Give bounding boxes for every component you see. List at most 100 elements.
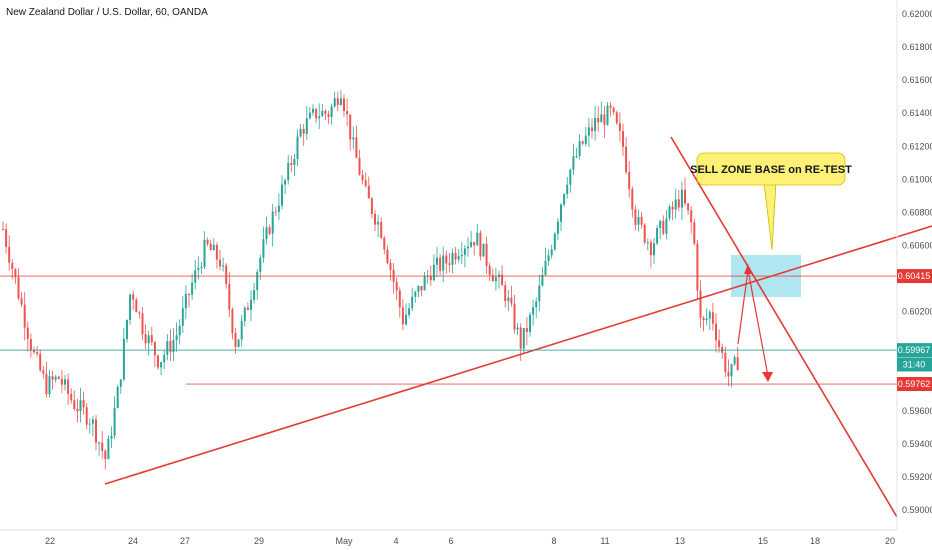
candle-body	[367, 185, 370, 199]
candle-body	[535, 301, 538, 308]
candle-body	[246, 307, 249, 310]
y-tick-label: 0.61000	[902, 174, 932, 184]
candle-body	[628, 172, 631, 190]
x-tick-label: 15	[758, 536, 768, 546]
sell-zone-callout[interactable]: SELL ZONE BASE on RE-TEST	[690, 152, 852, 251]
price-tag-label: 0.59762	[898, 379, 931, 389]
candle-body	[144, 334, 147, 344]
arrow-head-up	[744, 264, 752, 274]
y-axis[interactable]: 0.62000 0.61800 0.61600 0.61400 0.61200 0.610…	[902, 9, 932, 515]
y-tick-label: 0.62000	[902, 9, 932, 19]
candle-body	[287, 162, 290, 181]
candle-body	[79, 400, 82, 412]
candle-body	[615, 112, 618, 124]
candle-body	[370, 198, 373, 214]
candle-body	[228, 284, 231, 310]
candle-body	[296, 136, 299, 160]
candle-body	[454, 253, 457, 260]
candle-body	[175, 335, 178, 341]
candle-body	[448, 263, 451, 265]
candle-body	[708, 312, 711, 319]
candle-body	[256, 271, 259, 291]
candle-body	[284, 180, 287, 185]
candle-body	[355, 137, 358, 158]
candle-body	[33, 350, 35, 353]
y-tick-label: 0.61200	[902, 141, 932, 151]
x-axis[interactable]: 22 24 27 29 May 4 6 8 11 13 15 18 20	[45, 536, 895, 546]
candle-body	[60, 378, 63, 385]
candle-body	[181, 308, 184, 326]
candle-body	[212, 244, 215, 251]
candle-body	[674, 199, 677, 210]
candle-body	[705, 318, 708, 321]
candle-body	[516, 327, 519, 330]
candle-body	[346, 111, 349, 115]
candle-body	[95, 419, 97, 443]
candle-body	[160, 362, 163, 368]
x-tick-label: 29	[254, 536, 264, 546]
candle-body	[240, 321, 243, 340]
candle-body	[172, 340, 175, 353]
candle-body	[693, 222, 696, 244]
candle-body	[91, 419, 94, 424]
candle-body	[206, 239, 209, 244]
y-tick-label: 0.59600	[902, 406, 932, 416]
candle-body	[625, 146, 628, 173]
candle-body	[274, 211, 277, 213]
candle-body	[5, 229, 8, 247]
candle-body	[57, 376, 60, 379]
candle-body	[485, 243, 488, 266]
candle-body	[259, 257, 262, 272]
candle-body	[129, 294, 132, 320]
y-tick-label: 0.61600	[902, 75, 932, 85]
candle-body	[200, 267, 203, 269]
candle-body	[479, 232, 482, 257]
candle-body	[85, 407, 88, 425]
candle-body	[268, 227, 271, 234]
candle-body	[553, 233, 556, 250]
candle-body	[333, 98, 336, 107]
candle-body	[578, 141, 581, 157]
candle-body	[671, 206, 674, 210]
candle-body	[563, 194, 566, 205]
y-tick-label: 0.61400	[902, 108, 932, 118]
candle-body	[135, 299, 138, 313]
candle-body	[445, 255, 448, 264]
candle-body	[299, 128, 302, 137]
candle-body	[188, 293, 190, 295]
candle-body	[482, 243, 485, 257]
candle-body	[153, 342, 156, 356]
candle-body	[389, 263, 392, 270]
candle-body	[29, 338, 32, 351]
candle-body	[250, 299, 252, 310]
candle-body	[525, 328, 528, 333]
candle-body	[510, 297, 513, 304]
candle-body	[609, 105, 612, 108]
candle-body	[209, 243, 212, 251]
candle-body	[107, 438, 110, 460]
candle-body	[191, 282, 194, 295]
candle-body	[699, 290, 702, 318]
candle-body	[618, 123, 621, 131]
candle-body	[591, 127, 593, 131]
candle-body	[476, 232, 479, 246]
candle-body	[687, 203, 690, 211]
candle-body	[436, 257, 438, 265]
candle-body	[76, 408, 79, 412]
candle-body	[51, 376, 54, 380]
y-tick-label: 0.59200	[902, 472, 932, 482]
candle-body	[439, 257, 442, 271]
candle-body	[315, 108, 318, 119]
x-tick-label: 11	[600, 536, 609, 546]
y-tick-label: 0.61800	[902, 42, 932, 52]
y-tick-label: 0.60800	[902, 207, 932, 217]
price-tag-label: 0.59967	[898, 345, 931, 355]
candle-body	[507, 297, 510, 302]
price-tag	[897, 357, 932, 372]
candle-body	[312, 108, 314, 113]
candle-body	[330, 106, 333, 117]
candle-body	[587, 127, 590, 136]
y-tick-label: 0.60200	[902, 307, 932, 317]
candle-body	[556, 221, 559, 234]
